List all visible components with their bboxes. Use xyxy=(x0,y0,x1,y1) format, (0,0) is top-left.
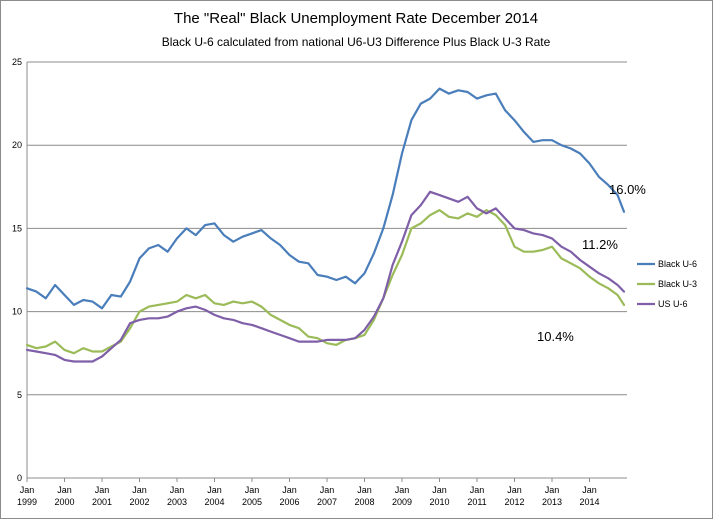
x-tick-label: Jan xyxy=(170,485,185,495)
x-tick-label: 2011 xyxy=(467,497,486,507)
legend-label-black-u6: Black U-6 xyxy=(658,259,697,269)
x-tick-label: 2010 xyxy=(429,497,449,507)
y-tick-label: 5 xyxy=(17,390,22,400)
x-tick-label: 2014 xyxy=(579,497,599,507)
x-tick-label: Jan xyxy=(20,485,35,495)
x-tick-label: Jan xyxy=(245,485,260,495)
x-tick-label: 2007 xyxy=(317,497,337,507)
x-tick-label: Jan xyxy=(432,485,447,495)
annotation-black-u6-last: 16.0% xyxy=(609,182,646,197)
legend-label-us-u6: US U-6 xyxy=(658,299,688,309)
series-lines xyxy=(25,87,626,363)
x-tick-label: 2002 xyxy=(129,497,149,507)
x-tick-label: Jan xyxy=(582,485,597,495)
y-tick-label: 10 xyxy=(12,307,22,317)
x-tick-label: Jan xyxy=(57,485,72,495)
x-tick-label: Jan xyxy=(395,485,410,495)
annotation-black-u3-last: 10.4% xyxy=(537,329,574,344)
axes xyxy=(26,62,627,482)
x-tick-label: 2008 xyxy=(354,497,374,507)
x-tick-label: 2012 xyxy=(504,497,524,507)
x-tick-label: 1999 xyxy=(17,497,37,507)
x-tick-label: Jan xyxy=(470,485,485,495)
x-tick-label: 2009 xyxy=(392,497,412,507)
x-tick-label: Jan xyxy=(357,485,372,495)
x-tick-label: 2003 xyxy=(167,497,187,507)
x-tick-label: 2000 xyxy=(54,497,74,507)
chart-title: The "Real" Black Unemployment Rate Decem… xyxy=(174,10,538,27)
legend: Black U-6 Black U-3 US U-6 xyxy=(637,259,697,309)
x-tick-label: 2005 xyxy=(242,497,262,507)
x-tick-label: Jan xyxy=(320,485,335,495)
x-tick-label: 2006 xyxy=(279,497,299,507)
x-tick-label: 2001 xyxy=(92,497,112,507)
y-tick-label: 15 xyxy=(12,223,22,233)
x-tick-label: Jan xyxy=(95,485,110,495)
series-line-black-u-6 xyxy=(25,87,626,310)
series-line-black-u-3 xyxy=(25,209,626,355)
x-tick-label: Jan xyxy=(507,485,522,495)
x-tick-labels: Jan 1999 Jan 2000 Jan 2001 Jan 2002 Jan 2003 Jan 20… xyxy=(17,485,600,507)
chart-subtitle: Black U-6 calculated from national U6-U3… xyxy=(162,35,551,49)
y-tick-label: 0 xyxy=(17,473,22,483)
y-tick-label: 25 xyxy=(12,57,22,67)
gridlines xyxy=(27,61,627,396)
x-tick-label: 2004 xyxy=(204,497,224,507)
x-tick-label: Jan xyxy=(132,485,147,495)
annotation-us-u6-last: 11.2% xyxy=(582,237,618,252)
x-tick-label: Jan xyxy=(207,485,222,495)
x-tick-label: 2013 xyxy=(542,497,562,507)
y-tick-label: 20 xyxy=(12,140,22,150)
legend-label-black-u3: Black U-3 xyxy=(658,279,697,289)
series-line-us-u-6 xyxy=(25,190,626,363)
x-tick-label: Jan xyxy=(545,485,560,495)
y-tick-labels: 0 5 10 15 20 25 xyxy=(12,57,22,483)
x-tick-label: Jan xyxy=(282,485,297,495)
